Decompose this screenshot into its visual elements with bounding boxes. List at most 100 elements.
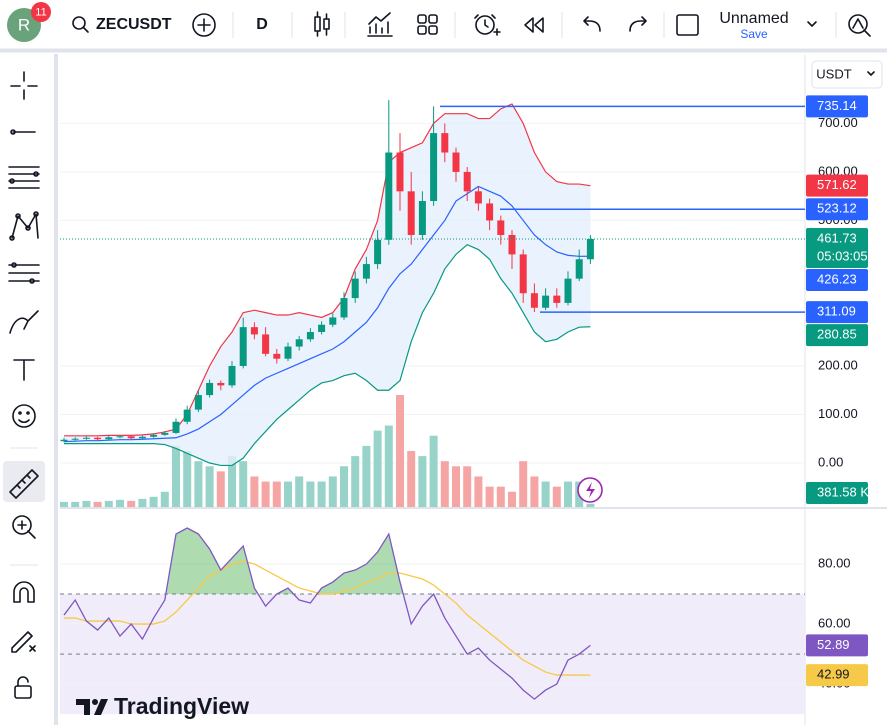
symbol[interactable]: ZECUSDT <box>96 16 172 33</box>
zoom-tool[interactable] <box>12 515 36 539</box>
text-tool[interactable] <box>13 359 35 381</box>
avatar-letter: R <box>18 15 30 34</box>
compare-icon[interactable] <box>192 13 216 37</box>
volume-bar <box>317 481 326 507</box>
lock-tool[interactable] <box>14 676 32 699</box>
icon-tool[interactable] <box>12 404 36 428</box>
volume-bar <box>306 481 315 507</box>
tradingview-logo: TradingView <box>76 693 249 719</box>
replay-icon[interactable] <box>524 17 544 33</box>
forecast-tool[interactable] <box>8 262 40 284</box>
band-label: 426.23 <box>817 271 857 286</box>
pattern-tool[interactable] <box>9 211 39 241</box>
save-button[interactable]: Save <box>740 27 768 41</box>
volume-bar <box>127 500 136 507</box>
y-tick-label: 600.00 <box>818 163 858 178</box>
candle-body <box>329 317 337 325</box>
layout-name[interactable]: Unnamed <box>719 10 788 27</box>
band-label: 571.62 <box>817 177 857 192</box>
ruler-tool <box>9 469 39 499</box>
band-label: 280.85 <box>817 327 857 342</box>
band-line <box>64 103 591 437</box>
chart-type-icon[interactable] <box>314 11 330 37</box>
alert-icon[interactable] <box>474 14 501 36</box>
candle-body <box>183 409 191 422</box>
line-price-label: 523.12 <box>817 201 857 216</box>
candle-body <box>351 278 359 299</box>
candle-body <box>441 133 449 153</box>
indicators-icon[interactable] <box>367 12 393 37</box>
crosshair-tool[interactable] <box>10 71 38 100</box>
volume-bar <box>205 466 214 507</box>
line-price-label-bg <box>806 95 868 118</box>
band-fill <box>64 103 591 466</box>
volume-bar <box>530 476 539 507</box>
last-price-label: 461.73 <box>817 230 857 245</box>
volume-bar <box>261 481 270 507</box>
volume-bar <box>418 456 427 507</box>
candle-body <box>430 133 438 202</box>
fib-tool[interactable] <box>8 166 40 189</box>
templates-icon[interactable] <box>417 14 438 35</box>
volume-bar <box>82 500 91 507</box>
last-price-label: 05:03:05 <box>817 248 868 263</box>
interval[interactable]: D <box>256 16 268 33</box>
logo-text: TradingView <box>114 693 249 719</box>
candle-body <box>474 191 482 204</box>
candle-body <box>105 437 113 440</box>
volume-bar <box>228 456 236 507</box>
volume-bar <box>160 491 169 507</box>
volume-bar <box>508 491 516 507</box>
band-line <box>64 243 591 467</box>
candle-body <box>519 254 527 294</box>
magnet-tool[interactable] <box>13 581 35 603</box>
candle-body <box>71 438 79 440</box>
volume-bar <box>496 486 505 507</box>
line-price-label-bg <box>806 198 868 221</box>
candle-body <box>82 437 90 439</box>
candle-body <box>407 191 415 235</box>
line-price-label: 311.09 <box>817 304 856 319</box>
candle-body <box>553 295 561 303</box>
candle-body <box>172 421 180 433</box>
line-price-label-bg <box>806 301 868 324</box>
volume-bar <box>104 500 113 507</box>
candle-body <box>542 295 550 308</box>
rsi-line <box>64 560 591 676</box>
volume-bar <box>328 476 337 507</box>
redo-icon[interactable] <box>629 16 647 32</box>
rsi-line <box>63 527 591 700</box>
candle-body <box>497 220 505 235</box>
volume-bar <box>373 430 382 507</box>
candle-body <box>318 324 326 333</box>
undo-icon[interactable] <box>583 16 601 32</box>
candle-body <box>138 436 146 439</box>
currency-button[interactable] <box>811 60 883 89</box>
quick-search-icon[interactable] <box>848 14 871 37</box>
y-tick-label: 80.00 <box>818 555 851 570</box>
rsi-label-bg <box>806 634 868 657</box>
candle-body <box>575 259 583 279</box>
candle-body <box>228 365 236 386</box>
candle-body <box>530 293 538 308</box>
top-toolbar: R 11 ZECUSDT D Unnamed Save <box>0 0 887 53</box>
band-label-bg <box>806 174 868 197</box>
search-icon[interactable] <box>72 16 86 30</box>
rsi-label: 42.99 <box>817 667 850 682</box>
fullscreen-icon[interactable] <box>676 14 699 36</box>
candle-body <box>486 203 494 221</box>
candle-body <box>250 327 258 335</box>
candle-body <box>463 171 471 192</box>
layout-menu-icon[interactable] <box>807 21 817 27</box>
volume-bar <box>485 486 494 507</box>
candle-body <box>284 346 292 359</box>
candle-body <box>60 439 68 442</box>
draw-lock-tool[interactable] <box>11 631 36 653</box>
brush-tool[interactable] <box>9 310 39 334</box>
band-line <box>63 185 591 443</box>
trend-line-tool[interactable] <box>10 129 36 135</box>
y-tick-label: 0.00 <box>818 454 843 469</box>
lightning-button[interactable] <box>577 477 603 503</box>
currency[interactable]: USDT <box>816 66 851 81</box>
rsi-label-bg <box>806 664 868 687</box>
